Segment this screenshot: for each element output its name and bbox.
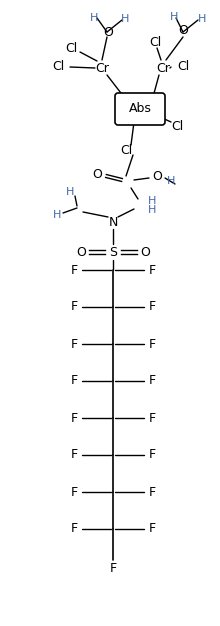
Text: H: H	[167, 176, 175, 186]
Text: H: H	[198, 14, 206, 24]
Text: O: O	[178, 24, 188, 38]
Text: Cl: Cl	[65, 41, 77, 54]
Text: Cl: Cl	[149, 36, 161, 49]
Text: F: F	[148, 264, 156, 277]
Text: F: F	[70, 448, 78, 461]
Text: F: F	[70, 411, 78, 424]
Text: Abs: Abs	[128, 101, 151, 115]
Text: H: H	[121, 14, 129, 24]
Text: H: H	[148, 205, 156, 215]
Text: F: F	[70, 523, 78, 535]
Text: F: F	[70, 264, 78, 277]
Text: H: H	[170, 12, 178, 22]
Text: F: F	[148, 486, 156, 498]
Text: F: F	[148, 337, 156, 351]
Text: H: H	[148, 196, 156, 206]
Text: O: O	[76, 245, 86, 259]
Text: F: F	[148, 300, 156, 314]
Text: F: F	[70, 486, 78, 498]
Text: Cl: Cl	[177, 61, 189, 73]
Text: F: F	[148, 374, 156, 387]
Text: F: F	[70, 300, 78, 314]
Text: Cr: Cr	[95, 61, 109, 74]
Text: F: F	[70, 337, 78, 351]
Text: F: F	[70, 374, 78, 387]
Text: S: S	[109, 245, 117, 259]
Text: N: N	[108, 215, 118, 228]
Text: O: O	[92, 168, 102, 180]
Text: O: O	[140, 245, 150, 259]
Text: Cl: Cl	[120, 143, 132, 156]
Text: O: O	[152, 170, 162, 183]
Text: O: O	[103, 26, 113, 39]
Text: Cr: Cr	[156, 61, 170, 74]
Text: F: F	[148, 411, 156, 424]
Text: H: H	[90, 13, 98, 23]
Text: F: F	[109, 563, 117, 575]
Text: Cl: Cl	[171, 120, 183, 133]
Text: H: H	[66, 187, 74, 197]
Text: F: F	[148, 448, 156, 461]
FancyBboxPatch shape	[115, 93, 165, 125]
Text: Cl: Cl	[52, 61, 64, 73]
Text: H: H	[53, 210, 61, 220]
Text: F: F	[148, 523, 156, 535]
